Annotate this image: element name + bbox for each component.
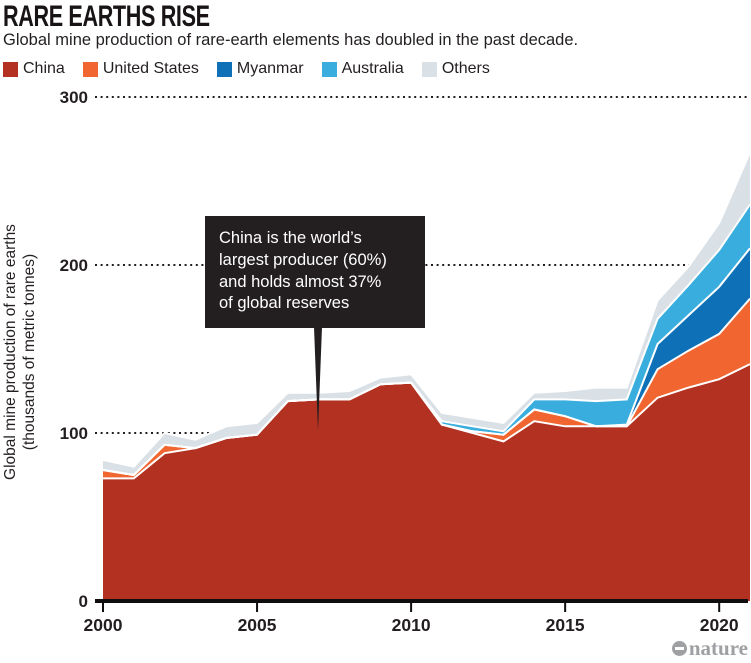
area-china: [103, 364, 750, 601]
x-tick-label-2015: 2015: [546, 615, 585, 635]
area-australia: [103, 204, 750, 475]
legend-item-others: Others: [421, 60, 490, 78]
legend-item-united-states: United States: [82, 60, 199, 78]
legend-label: United States: [102, 60, 199, 77]
legend-swatch: [216, 61, 232, 77]
legend-swatch: [421, 61, 437, 77]
x-tick-label-2000: 2000: [84, 615, 123, 635]
legend-item-australia: Australia: [321, 60, 404, 78]
legend-label: China: [23, 60, 65, 77]
area-others: [103, 152, 750, 475]
legend-label: Australia: [341, 60, 404, 77]
legend-item-myanmar: Myanmar: [216, 60, 304, 78]
annotation-pointer: [314, 327, 322, 431]
x-tick-label-2005: 2005: [238, 615, 277, 635]
legend-swatch: [3, 61, 18, 77]
x-tick-label-2020: 2020: [700, 615, 739, 635]
y-tick-label-300: 300: [60, 88, 88, 107]
area-boundary: [102, 203, 751, 477]
area-boundary: [102, 152, 751, 468]
chart-subtitle: Global mine production of rare-earth ele…: [3, 31, 579, 49]
nature-logo-text: nature: [688, 636, 748, 660]
y-tick-label-0: 0: [79, 592, 88, 611]
page-title: RARE EARTHS RISE: [3, 0, 210, 33]
legend-swatch: [82, 61, 98, 77]
y-axis-title: Global mine production of rare earths (t…: [2, 224, 39, 480]
annotation-callout: China is the world’s largest producer (6…: [205, 216, 425, 328]
legend-label: Myanmar: [236, 60, 304, 77]
x-tick-label-2010: 2010: [392, 615, 431, 635]
nature-roundel-icon: [671, 641, 687, 656]
y-tick-label-200: 200: [60, 256, 88, 275]
legend-label: Others: [441, 60, 490, 77]
nature-logo: nature: [671, 636, 748, 661]
chart-legend: China United States Myanmar Australia Others: [3, 60, 490, 78]
legend-item-china: China: [3, 60, 65, 78]
legend-swatch: [321, 61, 337, 77]
y-tick-label-100: 100: [60, 424, 88, 443]
